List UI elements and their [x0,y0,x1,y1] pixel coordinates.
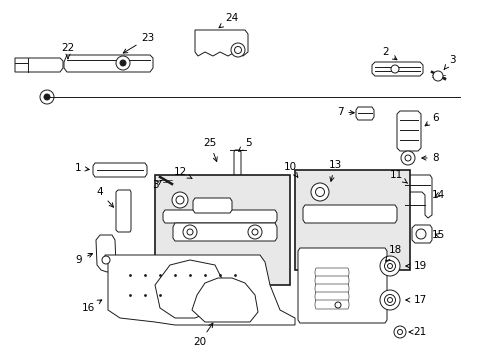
Text: 25: 25 [203,138,217,161]
Polygon shape [192,278,258,322]
Circle shape [379,290,399,310]
Circle shape [120,60,126,66]
Text: 8: 8 [421,153,438,163]
Circle shape [334,302,340,308]
Text: 14: 14 [430,190,444,200]
Circle shape [315,188,324,197]
Polygon shape [355,107,373,120]
Circle shape [384,294,395,306]
Text: 24: 24 [219,13,238,28]
Polygon shape [402,175,431,218]
Polygon shape [234,150,241,177]
Polygon shape [371,62,422,76]
FancyBboxPatch shape [294,170,409,270]
Text: 19: 19 [405,261,426,271]
Circle shape [176,196,183,204]
Polygon shape [303,205,396,223]
Circle shape [234,46,241,54]
Circle shape [247,225,262,239]
Circle shape [102,256,110,264]
Text: 7: 7 [336,107,353,117]
Text: 9: 9 [76,253,92,265]
Circle shape [251,229,258,235]
Polygon shape [314,268,348,277]
Circle shape [432,71,442,81]
Text: 22: 22 [61,43,75,59]
Text: 18: 18 [385,245,401,261]
Polygon shape [314,276,348,285]
Polygon shape [163,210,276,223]
Circle shape [172,192,187,208]
Circle shape [186,229,193,235]
Circle shape [384,261,395,271]
Polygon shape [314,292,348,301]
Circle shape [310,183,328,201]
Text: 20: 20 [193,323,212,347]
Polygon shape [116,190,131,232]
Circle shape [415,229,425,239]
Text: 13: 13 [328,160,341,181]
Text: 23: 23 [123,33,154,53]
Text: 1: 1 [75,163,89,173]
Circle shape [44,94,50,100]
Polygon shape [15,58,63,72]
Text: 2: 2 [382,47,396,60]
Polygon shape [193,198,231,213]
Polygon shape [173,223,276,241]
Polygon shape [96,235,116,272]
Circle shape [40,90,54,104]
Polygon shape [314,284,348,293]
Text: 5: 5 [238,138,251,151]
Circle shape [404,155,410,161]
Circle shape [386,264,392,269]
Circle shape [379,256,399,276]
Circle shape [390,65,398,73]
Polygon shape [93,163,147,177]
Polygon shape [396,111,420,151]
Polygon shape [195,30,247,56]
Text: 6: 6 [424,113,438,126]
Polygon shape [155,260,224,318]
Text: 3: 3 [151,180,161,190]
Text: 4: 4 [97,187,113,207]
Text: 17: 17 [405,295,426,305]
FancyBboxPatch shape [155,175,289,285]
Text: 10: 10 [283,162,297,177]
Circle shape [230,43,244,57]
Text: 15: 15 [430,230,444,240]
Circle shape [386,297,392,302]
Polygon shape [297,248,386,323]
Polygon shape [64,55,153,72]
Text: 11: 11 [388,170,407,183]
Text: 12: 12 [173,167,192,179]
Circle shape [397,329,402,334]
Circle shape [183,225,197,239]
Polygon shape [314,300,348,309]
Circle shape [400,151,414,165]
Circle shape [393,326,405,338]
Text: 21: 21 [408,327,426,337]
Polygon shape [105,255,294,325]
Text: 3: 3 [443,55,454,69]
Text: 16: 16 [81,300,102,313]
Polygon shape [411,225,431,243]
Circle shape [116,56,130,70]
